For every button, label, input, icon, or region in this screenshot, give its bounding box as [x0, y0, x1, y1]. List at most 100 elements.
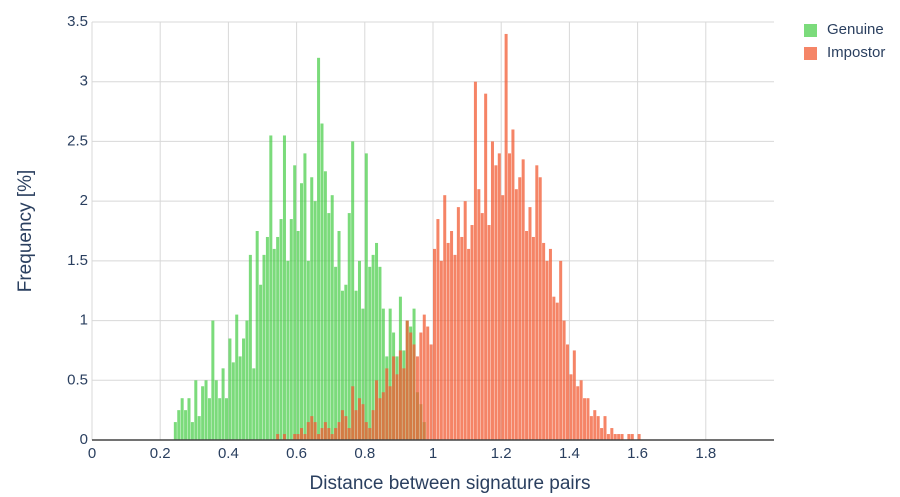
bar [347, 428, 351, 440]
bar [173, 422, 177, 440]
bar [327, 428, 331, 440]
bar [293, 165, 297, 441]
bar [392, 356, 396, 440]
y-tick-label: 0.5 [67, 371, 88, 388]
bar [388, 386, 392, 440]
bar [477, 189, 481, 440]
bar [610, 428, 614, 440]
bar [572, 350, 576, 440]
y-tick-label: 3.5 [67, 13, 88, 30]
x-tick-label: 0.8 [354, 445, 375, 462]
bar [317, 57, 321, 440]
bar [347, 213, 351, 440]
bar [252, 368, 256, 440]
bar [381, 392, 385, 440]
bar [282, 135, 286, 440]
bar [265, 236, 269, 440]
bar [583, 398, 587, 440]
bar [497, 153, 501, 440]
bar [368, 428, 372, 440]
bar [521, 159, 525, 441]
bar [460, 236, 464, 440]
bar [245, 320, 249, 440]
bar [371, 410, 375, 440]
bar [518, 177, 522, 440]
legend-swatch [804, 24, 817, 37]
bar [368, 266, 372, 440]
bar [340, 410, 344, 440]
bar [450, 231, 454, 440]
bar [354, 410, 358, 440]
bar [429, 344, 433, 440]
x-tick-label: 1.8 [695, 445, 716, 462]
bar [187, 398, 191, 440]
x-tick-label: 1.4 [559, 445, 580, 462]
bar [242, 338, 246, 440]
bar [238, 356, 242, 440]
bar [446, 242, 450, 440]
bar [337, 422, 341, 440]
x-tick-label: 1.6 [627, 445, 648, 462]
bar [361, 308, 365, 440]
bar [398, 350, 402, 440]
bar [337, 231, 341, 440]
bar [269, 135, 273, 440]
bar [620, 434, 624, 440]
bar [351, 141, 355, 440]
bar [436, 219, 440, 440]
bar [371, 254, 375, 440]
bar [552, 296, 556, 440]
y-tick-label: 2.5 [67, 132, 88, 149]
bar [603, 416, 607, 440]
bar [559, 260, 563, 440]
x-tick-label: 0.4 [218, 445, 239, 462]
bar [528, 207, 532, 440]
legend-label: Genuine [827, 21, 884, 38]
x-axis-label: Distance between signature pairs [310, 473, 591, 494]
bar [562, 320, 566, 440]
bar [388, 308, 392, 440]
bar [221, 368, 225, 440]
bar [310, 416, 314, 440]
y-tick-label: 1 [80, 312, 88, 329]
bar [453, 254, 457, 440]
bar [259, 284, 263, 440]
bar [351, 386, 355, 440]
bar [419, 332, 423, 440]
bar [409, 332, 413, 440]
legend-swatch [804, 47, 817, 60]
bar [207, 398, 211, 440]
bar [617, 434, 621, 440]
bar [286, 260, 290, 440]
bar [330, 434, 334, 440]
bar [484, 93, 488, 441]
bar [494, 165, 498, 441]
bar [357, 398, 361, 440]
y-tick-label: 0 [80, 431, 88, 448]
bar [538, 177, 542, 440]
bar [480, 213, 484, 440]
bar [531, 236, 535, 440]
bar [276, 236, 280, 440]
bar [248, 254, 252, 440]
bar [344, 416, 348, 440]
legend-label: Impostor [827, 44, 885, 61]
bar [317, 434, 321, 440]
bar [415, 356, 419, 440]
bar [310, 177, 314, 440]
bar [487, 225, 491, 440]
x-tick-label: 1 [429, 445, 437, 462]
bar [422, 314, 426, 440]
bar [378, 398, 382, 440]
y-tick-label: 2 [80, 192, 88, 209]
bar [211, 320, 215, 440]
bar [190, 422, 194, 440]
bar [330, 195, 334, 440]
bar [613, 434, 617, 440]
bar [214, 380, 218, 440]
bar [514, 189, 518, 440]
bar [320, 428, 324, 440]
bar [433, 248, 437, 440]
bar [344, 284, 348, 440]
